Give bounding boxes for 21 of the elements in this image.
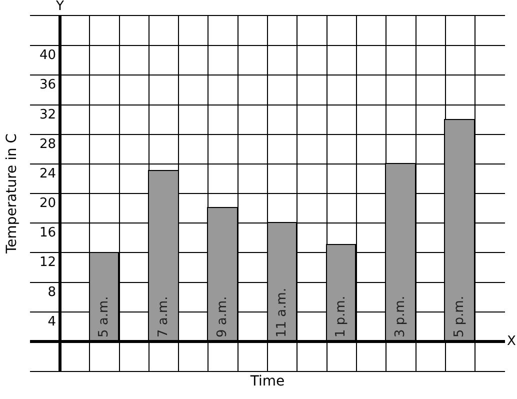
x-tick-label: 5 a.m.: [96, 296, 112, 338]
y-axis-title: Temperature in C: [4, 133, 20, 255]
x-tick-label: 11 a.m.: [274, 288, 290, 338]
x-tick-label: 5 p.m.: [452, 296, 467, 338]
y-tick-label: 20: [40, 196, 56, 212]
x-tick-label: 3 p.m.: [393, 296, 408, 338]
y-tick-label: 36: [40, 78, 56, 93]
y-tick-label: 16: [40, 226, 56, 241]
text: X: [507, 334, 516, 349]
x-tick-label: 9 a.m.: [215, 296, 230, 338]
y-tick-label: 8: [48, 284, 56, 300]
x-tick-label: 1 p.m.: [334, 296, 348, 338]
text: Y: [55, 0, 64, 14]
y-tick-label: 32: [40, 107, 56, 122]
y-tick-label: 40: [40, 48, 56, 64]
x-axis-title: Time: [249, 373, 285, 390]
x-tick-label: 7 a.m.: [156, 296, 171, 338]
y-tick-label: 24: [40, 166, 56, 182]
y-tick-label: 4: [48, 314, 56, 330]
y-tick-label: 28: [40, 136, 56, 152]
y-tick-label: 12: [40, 255, 56, 270]
